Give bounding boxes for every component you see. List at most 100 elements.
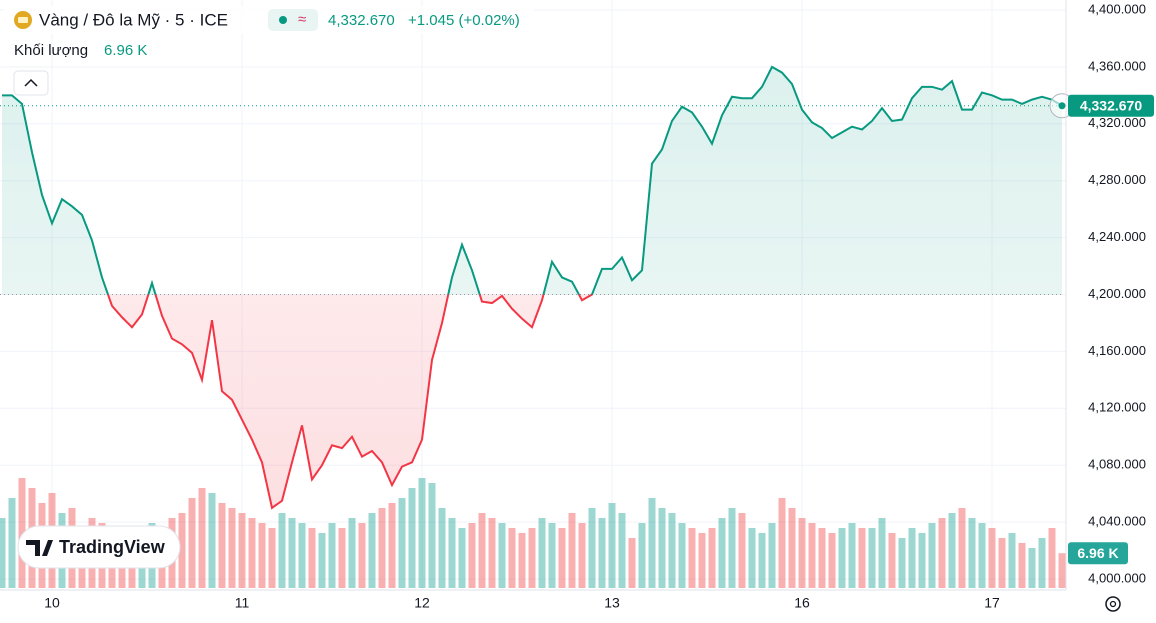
area-up <box>2 66 1062 295</box>
volume-bar <box>878 518 886 588</box>
volume-bar <box>188 498 196 588</box>
volume-bar <box>818 528 826 588</box>
volume-bar <box>328 523 336 588</box>
volume-bar <box>278 513 286 588</box>
volume-bar <box>1058 553 1066 588</box>
brand-name: TradingView <box>59 537 166 557</box>
y-tick-label: 4,240.000 <box>1088 229 1146 244</box>
y-tick-label: 4,320.000 <box>1088 115 1146 130</box>
volume-bar <box>178 513 186 588</box>
volume-bar <box>1018 543 1026 588</box>
volume-bar <box>958 508 966 588</box>
price-change: +1.045 (+0.02%) <box>408 12 520 29</box>
volume-bar <box>588 508 596 588</box>
volume-bar <box>838 528 846 588</box>
volume-bar <box>388 503 396 588</box>
volume-bar <box>908 528 916 588</box>
volume-value: 6.96 K <box>104 42 147 59</box>
y-tick-label: 4,280.000 <box>1088 172 1146 187</box>
last-point <box>1058 102 1066 110</box>
volume-bar <box>628 538 636 588</box>
volume-bar <box>708 528 716 588</box>
volume-bar <box>668 513 676 588</box>
y-tick-label: 4,160.000 <box>1088 343 1146 358</box>
settings-icon <box>1105 596 1121 612</box>
x-tick-label: 17 <box>984 595 1000 611</box>
volume-bar <box>768 523 776 588</box>
market-open <box>279 16 287 24</box>
last-price: 4,332.670 <box>328 12 395 29</box>
volume-bar <box>678 523 686 588</box>
volume-bar <box>598 518 606 588</box>
y-tick-label: 4,040.000 <box>1088 514 1146 529</box>
volume-bar <box>758 533 766 588</box>
y-tick-label: 4,400.000 <box>1088 1 1146 16</box>
volume-bar <box>218 503 226 588</box>
volume-bar <box>568 513 576 588</box>
volume-bar <box>378 508 386 588</box>
symbol-icon-bar <box>18 17 28 23</box>
volume-bar <box>458 528 466 588</box>
collapse-icon <box>24 78 38 87</box>
last-price-label: 4,332.670 <box>1080 97 1142 113</box>
y-tick-label: 4,000.000 <box>1088 570 1146 585</box>
volume-bar <box>1038 538 1046 588</box>
volume-bar <box>1008 533 1016 588</box>
volume-bar <box>578 523 586 588</box>
volume-bar <box>298 523 306 588</box>
volume-bar <box>528 528 536 588</box>
volume-bar <box>0 518 6 588</box>
volume-title: Khối lượng <box>14 42 88 59</box>
volume-bar <box>438 508 446 588</box>
volume-bar <box>738 513 746 588</box>
y-tick-label: 4,200.000 <box>1088 286 1146 301</box>
volume-bar <box>798 518 806 588</box>
volume-bar <box>608 503 616 588</box>
volume-bar <box>348 518 356 588</box>
volume-bar <box>8 498 16 588</box>
volume-bar <box>288 518 296 588</box>
last-volume-pill <box>1068 542 1128 565</box>
volume-bar <box>718 518 726 588</box>
status-pill[interactable] <box>268 9 318 31</box>
volume-bar <box>358 523 366 588</box>
volume-bar <box>368 513 376 588</box>
volume-bar <box>338 528 346 588</box>
volume-bar <box>728 508 736 588</box>
volume-bar <box>948 513 956 588</box>
volume-bar <box>518 533 526 588</box>
volume-bar <box>498 523 506 588</box>
volume-bar <box>448 518 456 588</box>
x-tick-label: 11 <box>235 595 250 611</box>
volume-bar <box>978 523 986 588</box>
volume-bar <box>938 518 946 588</box>
volume-bar <box>308 528 316 588</box>
volume-bar <box>468 523 476 588</box>
volume-bar <box>1028 548 1036 588</box>
volume-bar <box>488 518 496 588</box>
volume-bar <box>408 488 416 588</box>
x-tick-label: 10 <box>44 595 60 611</box>
volume-bar <box>418 478 426 588</box>
volume-bar <box>238 513 246 588</box>
volume-bar <box>318 533 326 588</box>
last-volume-label: 6.96 K <box>1077 545 1118 561</box>
volume-bar <box>748 528 756 588</box>
volume-bar <box>988 528 996 588</box>
price-line-down <box>106 294 594 510</box>
volume-bar <box>208 493 216 588</box>
volume-bar <box>428 483 436 588</box>
settings-icon-core <box>1109 600 1117 608</box>
x-tick-label: 13 <box>604 595 620 611</box>
brand-logo: TradingView <box>17 525 181 569</box>
settings-button[interactable] <box>1105 596 1121 612</box>
volume-bar <box>508 528 516 588</box>
y-tick-label: 4,080.000 <box>1088 457 1146 472</box>
volume-bar <box>688 528 696 588</box>
x-tick-label: 16 <box>794 595 810 611</box>
volume-bar <box>538 518 546 588</box>
symbol-title: Vàng / Đô la Mỹ · 5 · ICE <box>39 10 228 29</box>
collapse-button[interactable] <box>13 70 49 96</box>
logo-bg <box>17 525 181 569</box>
